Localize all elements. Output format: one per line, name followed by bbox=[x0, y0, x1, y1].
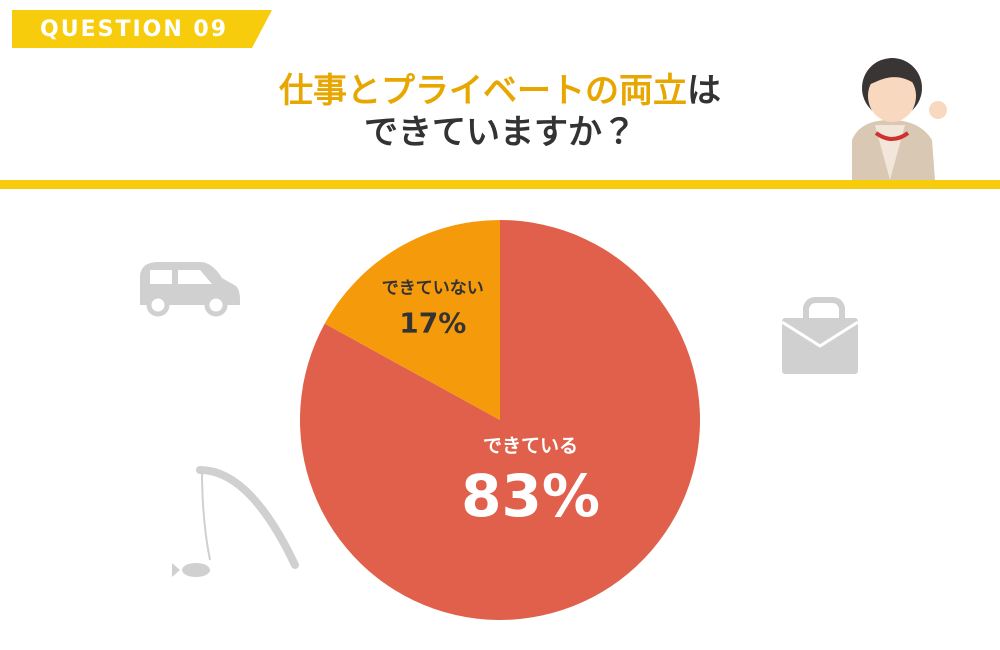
slice-label: できていない bbox=[382, 278, 484, 298]
slice-value-label: 83% bbox=[461, 462, 600, 530]
badge: QUESTION 09 bbox=[40, 17, 228, 42]
person-illustration bbox=[852, 58, 947, 180]
slice-value-label: 17% bbox=[399, 306, 466, 339]
title: 仕事とプライベートの両立は bbox=[279, 71, 721, 111]
bag-icon bbox=[781, 297, 859, 374]
slice-label: できている bbox=[483, 435, 578, 457]
car-icon bbox=[140, 262, 240, 317]
title-line2: できていますか？ bbox=[364, 113, 636, 153]
divider bbox=[0, 180, 1000, 189]
title-highlight: 仕事とプライベートの両立 bbox=[279, 71, 687, 111]
fishing-rod-icon bbox=[172, 466, 299, 577]
pie-slice bbox=[324, 220, 500, 420]
title-rest: は bbox=[687, 71, 721, 111]
badge-shape bbox=[12, 10, 272, 48]
